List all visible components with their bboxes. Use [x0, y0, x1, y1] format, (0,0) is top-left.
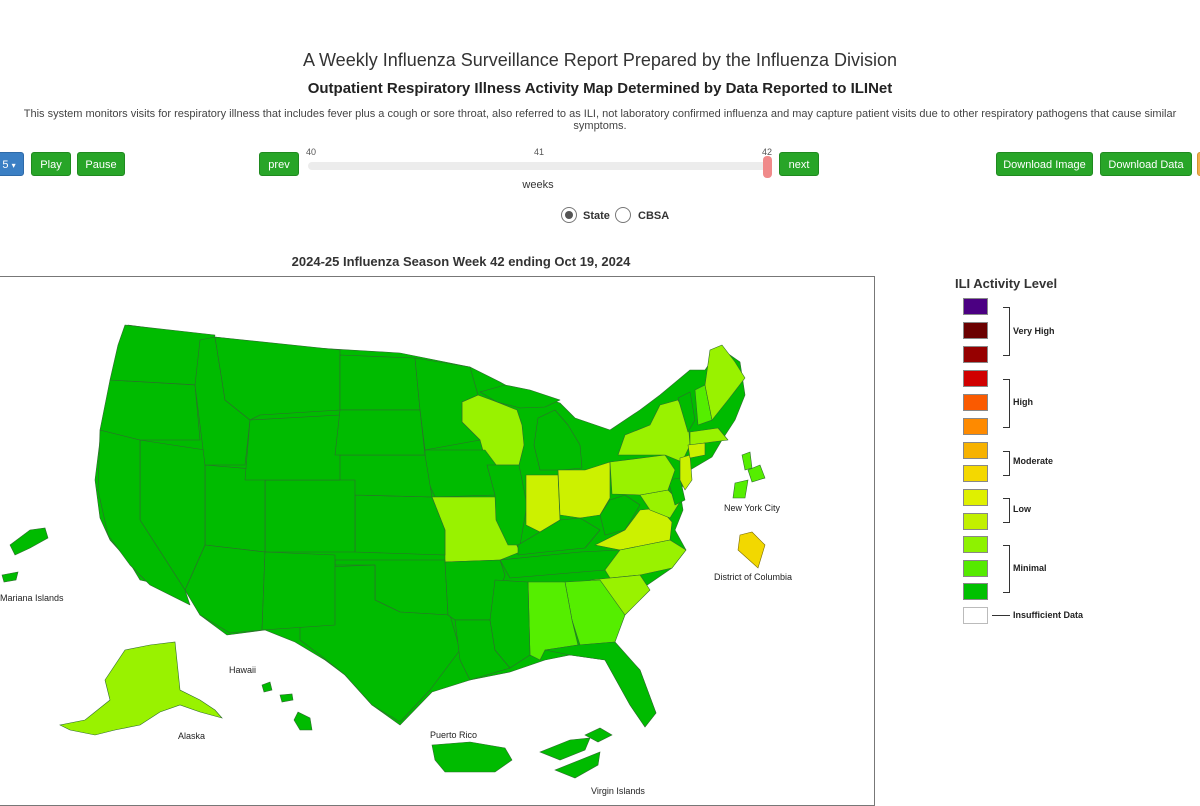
label-puerto-rico: Puerto Rico [430, 730, 478, 740]
state-illinois [486, 464, 528, 546]
label-new-york-city: New York City [724, 503, 781, 513]
legend-label-very-high: Very High [1013, 326, 1055, 336]
dc-inset [737, 531, 766, 569]
state-new-mexico [261, 551, 336, 631]
legend-swatch-low-1 [963, 489, 988, 506]
nyc-inset [732, 451, 766, 499]
legend-swatch-high-3 [963, 418, 988, 435]
state-vermont [677, 391, 696, 433]
alaska-shape [59, 641, 223, 736]
legend-bracket-high [1003, 379, 1010, 428]
play-button[interactable]: Play [31, 152, 71, 176]
slider-tick-max: 42 [762, 147, 773, 157]
legend-swatch-very-high-1 [963, 298, 988, 315]
legend-bracket-very-high [1003, 307, 1010, 356]
legend-swatch-high-1 [963, 370, 988, 387]
legend-swatch-moderate-2 [963, 465, 988, 482]
season-dropdown[interactable]: 5 ▾ [0, 152, 24, 176]
state-maine [704, 344, 746, 421]
state-oregon [99, 379, 201, 441]
report-title: A Weekly Influenza Surveillance Report P… [303, 50, 897, 70]
state-kansas [354, 494, 446, 556]
download-data-button[interactable]: Download Data [1100, 152, 1192, 176]
caret-down-icon: ▾ [11, 161, 16, 170]
slider-axis-label: weeks [522, 179, 554, 191]
cbsa-radio[interactable] [615, 207, 631, 223]
state-montana [214, 336, 341, 421]
state-delaware [667, 477, 686, 506]
description-text: This system monitors visits for respirat… [23, 108, 1177, 132]
legend-label-insufficient-data: Insufficient Data [1013, 610, 1084, 620]
state-wyoming [244, 414, 341, 481]
hawaii-shape [261, 681, 313, 731]
legend-label-low: Low [1013, 504, 1031, 514]
virgin-islands-shape [539, 727, 613, 779]
state-north-dakota [339, 354, 421, 411]
pause-button[interactable]: Pause [77, 152, 125, 176]
legend-label-high: High [1013, 397, 1033, 407]
cbsa-radio-label: CBSA [638, 210, 670, 222]
week-slider-track[interactable] [308, 162, 768, 170]
legend-label-moderate: Moderate [1013, 456, 1054, 466]
state-colorado [264, 479, 356, 553]
state-south-dakota [334, 409, 426, 456]
state-florida [544, 641, 657, 728]
download-image-button[interactable]: Download Image [996, 152, 1093, 176]
state-mississippi [489, 579, 531, 669]
legend-swatch-low-2 [963, 513, 988, 530]
legend-swatch-minimal-3 [963, 583, 988, 600]
map-subtitle: Outpatient Respiratory Illness Activity … [307, 80, 893, 97]
next-button[interactable]: next [779, 152, 819, 176]
legend-swatch-minimal-2 [963, 560, 988, 577]
legend-title: ILI Activity Level [955, 276, 1058, 291]
state-washington [109, 324, 216, 386]
legend-swatch-high-2 [963, 394, 988, 411]
state-massachusetts [689, 427, 729, 446]
week-slider-handle[interactable] [763, 156, 772, 178]
state-michigan-lp [533, 409, 583, 471]
label-mariana-islands: Mariana Islands [0, 593, 64, 603]
puerto-rico-shape [431, 741, 513, 773]
label-hawaii: Hawaii [229, 665, 257, 675]
state-minnesota [414, 357, 481, 451]
partial-orange-button[interactable] [1197, 152, 1200, 176]
state-california [97, 429, 191, 606]
state-radio-label: State [583, 210, 610, 222]
label-district-of-columbia: District of Columbia [714, 572, 793, 582]
mariana-islands-shape [1, 527, 49, 583]
prev-button[interactable]: prev [259, 152, 299, 176]
legend-bracket-moderate [1003, 451, 1010, 476]
legend-swatch-moderate-1 [963, 442, 988, 459]
state-radio[interactable] [561, 207, 577, 223]
state-michigan-up [479, 384, 561, 409]
state-texas [299, 564, 461, 723]
legend-label-minimal: Minimal [1013, 563, 1047, 573]
legend-swatch-very-high-2 [963, 322, 988, 339]
legend-swatch-very-high-3 [963, 346, 988, 363]
slider-tick-min: 40 [306, 147, 317, 157]
map-title: 2024-25 Influenza Season Week 42 ending … [291, 254, 631, 269]
us-ili-map [1, 324, 766, 779]
legend-line-insufficient-data [992, 615, 1010, 616]
state-pennsylvania [609, 454, 676, 496]
state-west-virginia [599, 494, 641, 536]
label-alaska: Alaska [178, 731, 206, 741]
state-iowa [424, 449, 501, 498]
state-new-jersey [679, 454, 693, 491]
state-ohio [557, 461, 611, 519]
season-dropdown-label: 5 [2, 159, 9, 171]
legend-bracket-low [1003, 498, 1010, 523]
state-kentucky [517, 517, 601, 556]
state-connecticut [687, 442, 706, 459]
legend-swatch-minimal-1 [963, 536, 988, 553]
label-virgin-islands: Virgin Islands [591, 786, 645, 796]
slider-tick-mid: 41 [534, 147, 545, 157]
legend-swatch-insufficient-data [963, 607, 988, 624]
legend-bracket-minimal [1003, 545, 1010, 593]
